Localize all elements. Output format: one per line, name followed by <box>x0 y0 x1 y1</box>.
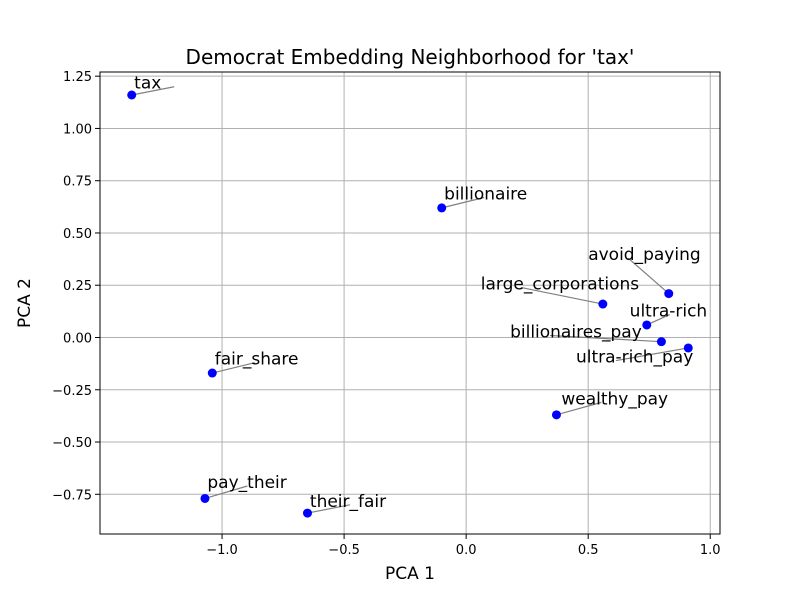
y-tick-label: −0.50 <box>52 436 92 451</box>
label-leader-line <box>556 401 602 416</box>
label-leader-line <box>131 86 175 96</box>
point-label: large_corporations <box>481 274 639 294</box>
data-point <box>664 289 674 299</box>
point-label: tax <box>134 74 161 94</box>
label-leader-line <box>550 334 662 343</box>
point-label: billionaires_pay <box>510 322 642 342</box>
data-points <box>127 90 693 518</box>
label-leader-line <box>212 362 255 374</box>
y-tick-label: −0.75 <box>52 488 92 503</box>
y-tick-label: 0.00 <box>63 331 92 346</box>
y-tick-label: 1.00 <box>63 122 92 137</box>
x-tick-label: −1.0 <box>206 543 238 558</box>
label-leader-line <box>204 485 248 500</box>
data-point <box>207 368 217 378</box>
label-leader-line <box>441 196 485 209</box>
data-point <box>656 337 666 347</box>
point-label: their_fair <box>310 492 386 512</box>
data-point <box>551 410 561 420</box>
data-point <box>642 320 652 330</box>
point-label: ultra-rich <box>630 302 708 322</box>
label-leader-line <box>615 347 689 362</box>
y-tick-label: 0.50 <box>63 227 92 242</box>
y-tick-label: 0.75 <box>63 175 92 190</box>
point-label: fair_share <box>215 350 299 370</box>
data-point <box>127 90 137 100</box>
grid <box>100 72 720 534</box>
data-point <box>437 203 447 213</box>
y-axis-title: PCA 2 <box>15 278 35 328</box>
data-point <box>200 493 210 503</box>
data-point <box>683 343 693 353</box>
point-label: billionaire <box>444 185 527 205</box>
plot-frame <box>99 71 721 535</box>
point-label: ultra-rich_pay <box>576 348 693 368</box>
data-point <box>598 299 608 309</box>
point-label: wealthy_pay <box>561 389 668 409</box>
point-labels: tax billionaire avoid_paying large_corporat… <box>134 74 707 512</box>
chart-title: Democrat Embedding Neighborhood for 'tax… <box>186 45 635 69</box>
label-leader-line <box>307 504 351 514</box>
point-label: avoid_paying <box>588 245 700 265</box>
label-leader-line <box>520 286 603 305</box>
x-tick-label: 1.0 <box>700 543 721 558</box>
y-tick-label: −0.25 <box>52 384 92 399</box>
y-tick-label: 0.25 <box>63 279 92 294</box>
x-tick-label: 0.0 <box>456 543 477 558</box>
label-leader-line <box>627 257 670 295</box>
point-label: pay_their <box>207 473 286 493</box>
axis-ticks: −1.0 −0.5 0.0 0.5 1.0 −0.75 −0.50 −0.25 0.00 0.25… <box>52 70 720 558</box>
y-tick-label: 1.25 <box>63 70 92 85</box>
label-leaders <box>131 86 689 514</box>
x-tick-label: −0.5 <box>328 543 360 558</box>
x-axis-title: PCA 1 <box>385 564 435 584</box>
data-point <box>302 508 312 518</box>
x-tick-label: 0.5 <box>578 543 599 558</box>
